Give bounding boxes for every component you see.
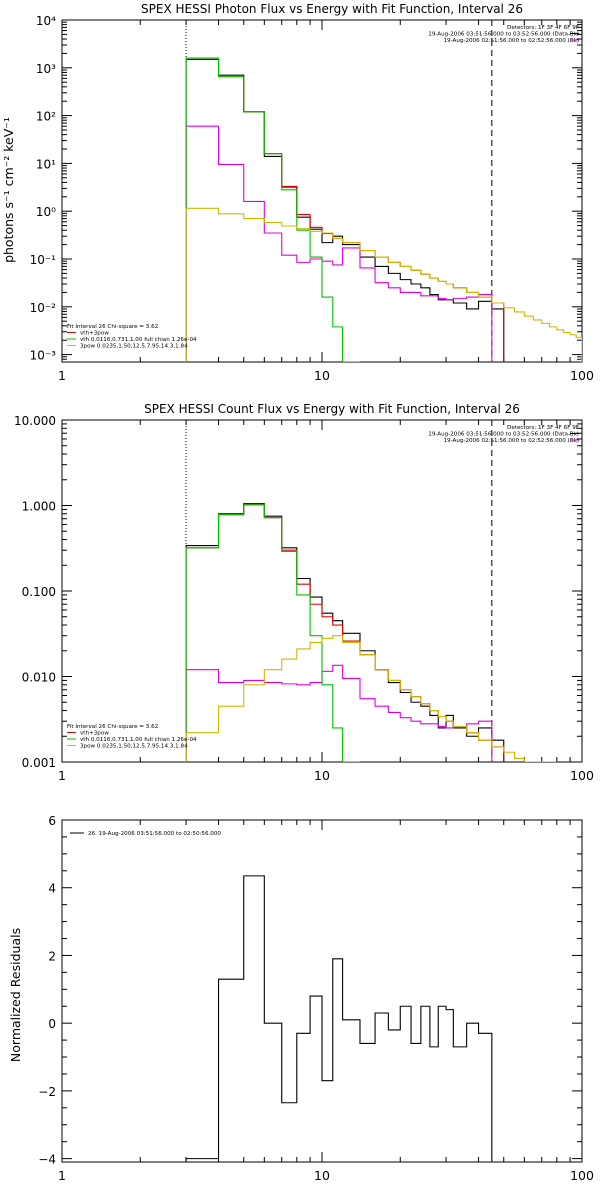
x-tick-label: 10: [314, 768, 330, 783]
y-tick-label: 0: [48, 1017, 56, 1031]
count-flux-panel: SPEX HESSI Count Flux vs Energy with Fit…: [14, 402, 594, 783]
count-flux-title: SPEX HESSI Count Flux vs Energy with Fit…: [144, 402, 520, 416]
legend-entry-text: 19-Aug-2006 02:51:56.000 to 02:52:56.000…: [443, 438, 579, 444]
series-group: [185, 503, 557, 762]
plot-frame: [61, 819, 583, 1163]
count-flux-plot-area: 1 10 100 0.001 0.010 0.100 1.000 10.000 Detector…: [14, 414, 594, 783]
y-tick-label: 10²: [36, 110, 56, 124]
series-bk-line: [185, 125, 493, 362]
y-tick-label: 10³: [36, 62, 56, 76]
x-tick-label: 100: [570, 1168, 594, 1183]
plot-frame: [61, 419, 583, 763]
y-tick-label: −2: [38, 1085, 56, 1099]
photon-flux-plot-area: 1 10 100 10⁻³ 10⁻² 10⁻¹ 10⁰ 10¹ 10² 10³ 10⁴ Detecto…: [30, 14, 594, 383]
legend-entry-text: 19-Aug-2006 03:51:56.000 to 03:52:56.000…: [428, 32, 579, 38]
y-tick-label: 0.010: [22, 671, 56, 685]
series-3pow-line: [185, 635, 557, 762]
legend-entry-text: Fit Interval 26 Chi-square = 3.62: [67, 724, 158, 730]
y-tick-label: 10⁻¹: [30, 253, 57, 267]
legend-entry-text: 19-Aug-2006 03:51:56.000 to 03:52:56.000…: [428, 432, 579, 438]
legend-group: 26. 19-Aug-2006 03:51:56.000 to 02:50:56…: [70, 831, 221, 837]
legend-entry-text: Detectors: 1F 3F 4F 6F 9F: [507, 25, 579, 31]
x-tick-label: 100: [570, 368, 594, 383]
series-3pow-line: [185, 207, 582, 362]
y-tick-label: 2: [48, 949, 56, 963]
legend-entry-text: 3pow 0.0235,1.50,12.5,7.95,14.3,1.84: [80, 344, 188, 350]
series-vth-line: [185, 504, 360, 762]
y-tick-label: 10⁰: [36, 205, 56, 219]
residuals-plot-area: 1 10 100 −4 −2 0 2 4 6 26. 19-Aug-2006 03:51:56.0…: [38, 814, 594, 1183]
x-tick-label: 1: [58, 368, 66, 383]
photon-flux-title: SPEX HESSI Photon Flux vs Energy with Fi…: [141, 2, 523, 16]
x-tick-label: 1: [58, 768, 66, 783]
residuals-panel: 1 10 100 −4 −2 0 2 4 6 26. 19-Aug-2006 03:51:56.0…: [8, 814, 594, 1183]
legend-entry-text: Fit Interval 26 Chi-square = 3.62: [67, 324, 158, 330]
photon-flux-ylabel: photons s⁻¹ cm⁻² keV⁻¹: [1, 117, 16, 263]
x-tick-label: 100: [570, 768, 594, 783]
legend-entry-text: 3pow 0.0235,1.50,12.5,7.95,14.3,1.84: [80, 744, 188, 750]
series-residuals-line: [185, 875, 493, 1162]
y-tick-label: 10⁻³: [30, 349, 57, 363]
legend-entry-text: vth 0.0116,0.731,1.00 full chian 1.26e-0…: [80, 337, 197, 343]
y-tick-label: 10⁴: [36, 14, 56, 28]
residuals-ylabel: Normalized Residuals: [8, 928, 23, 1062]
series-group: [185, 57, 582, 362]
legend-entry-text: vth+3pow: [80, 331, 109, 337]
y-tick-label: 1.000: [22, 500, 56, 514]
series-data-bk-line: [185, 503, 505, 762]
y-tick-label: 6: [48, 814, 56, 828]
y-tick-label: 0.001: [22, 756, 56, 770]
photon-flux-panel: SPEX HESSI Photon Flux vs Energy with Fi…: [1, 2, 594, 383]
legend-entry-text: 19-Aug-2006 02:51:56.000 to 02:52:56.000…: [443, 38, 579, 44]
y-tick-label: 10.000: [14, 414, 56, 428]
series-group: [185, 875, 493, 1162]
x-tick-label: 1: [58, 1168, 66, 1183]
x-tick-label: 10: [314, 368, 330, 383]
legend-entry-text: Detectors: 1F 3F 4F 6F 9F: [507, 425, 579, 431]
series-data-bk-line: [185, 58, 505, 362]
legend-entry-text: 26. 19-Aug-2006 03:51:56.000 to 02:50:56…: [88, 831, 221, 837]
series-vth-line: [185, 57, 360, 362]
y-tick-label: −4: [38, 1153, 56, 1167]
legend-entry-text: vth 0.0116,0.731,1.00 full chian 1.26e-0…: [80, 737, 197, 743]
x-tick-label: 10: [314, 1168, 330, 1183]
y-tick-label: 0.100: [22, 585, 56, 599]
legend-entry-text: vth+3pow: [80, 731, 109, 737]
series-bk-line: [185, 664, 493, 762]
y-tick-label: 4: [48, 882, 56, 896]
y-tick-label: 10⁻²: [30, 301, 57, 315]
series-vth-3pow-line: [185, 57, 505, 362]
y-tick-label: 10¹: [36, 157, 56, 171]
